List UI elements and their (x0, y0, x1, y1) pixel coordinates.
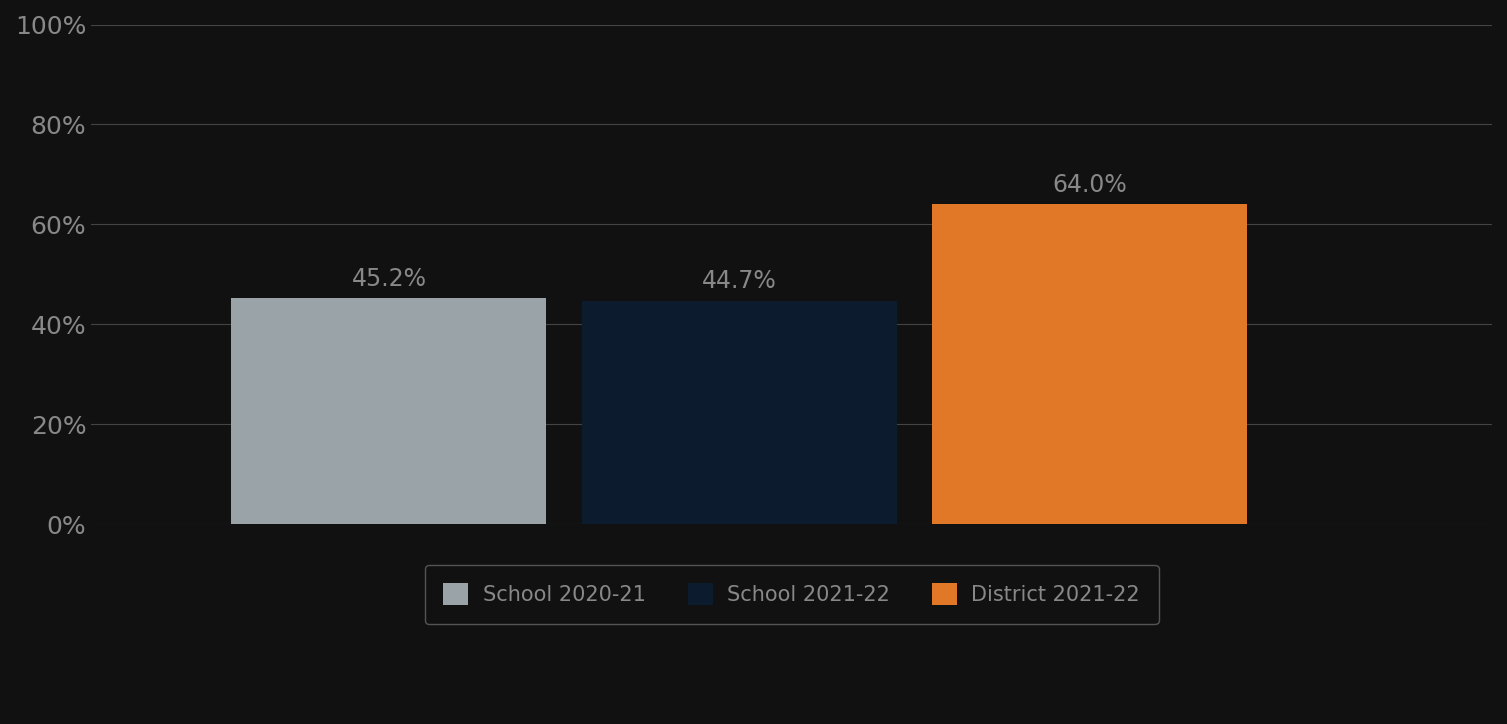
Bar (931, 204, 1246, 524)
Bar (231, 298, 547, 524)
Legend: School 2020-21, School 2021-22, District 2021-22: School 2020-21, School 2021-22, District… (425, 565, 1159, 624)
Text: 64.0%: 64.0% (1052, 173, 1127, 197)
Text: 44.7%: 44.7% (702, 269, 776, 293)
Text: 45.2%: 45.2% (351, 267, 426, 291)
Bar (582, 301, 897, 524)
